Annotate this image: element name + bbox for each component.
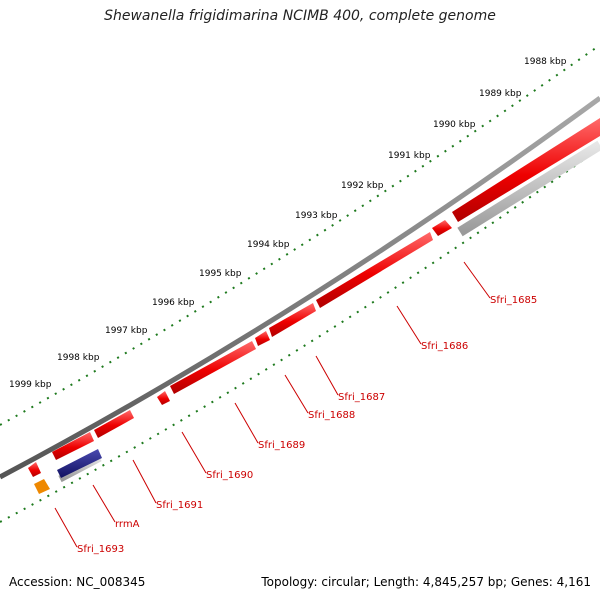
gene-leader-line-2 — [315, 355, 339, 396]
gene-label-0: Sfri_1685 — [490, 295, 537, 306]
rrna-feature — [57, 449, 102, 478]
gene-sfri-1689 — [255, 331, 270, 346]
gene-label-7: rrmA — [115, 519, 140, 530]
gene-sfri-1686 — [432, 220, 452, 236]
gene-leader-line-7 — [92, 484, 116, 523]
accession-text: Accession: NC_008345 — [9, 575, 146, 589]
scale-label-8: 1996 kbp — [152, 298, 195, 308]
scale-label-7: 1995 kbp — [199, 269, 242, 279]
gene-features — [28, 118, 600, 494]
gene-sfri-1691 — [157, 391, 170, 405]
scale-label-4: 1992 kbp — [341, 181, 384, 191]
gene-leader-line-0 — [463, 261, 491, 299]
gene-label-2: Sfri_1687 — [338, 392, 385, 403]
orange-feature — [34, 479, 50, 494]
gene-label-4: Sfri_1689 — [258, 440, 305, 451]
gene-rrma — [94, 410, 134, 438]
scale-label-0: 1988 kbp — [524, 57, 567, 67]
map-title: Shewanella frigidimarina NCIMB 400, comp… — [104, 8, 496, 24]
gene-leader-line-5 — [181, 431, 207, 474]
scale-label-2: 1990 kbp — [433, 120, 476, 130]
gene-leader-line-3 — [284, 374, 309, 414]
scale-label-6: 1994 kbp — [247, 240, 290, 250]
gene-leader-line-4 — [234, 402, 259, 444]
scale-label-5: 1993 kbp — [295, 211, 338, 221]
gene-label-6: Sfri_1691 — [156, 500, 203, 511]
gene-sfri-1690 — [170, 341, 256, 394]
gene-label-1: Sfri_1686 — [421, 341, 468, 352]
gene-sfri-1687 — [316, 232, 433, 308]
scale-label-9: 1997 kbp — [105, 326, 148, 336]
gc-skew-track — [457, 140, 600, 237]
gene-left-1 — [52, 432, 94, 460]
gene-leader-line-1 — [396, 305, 422, 345]
genome-backbone — [0, 95, 600, 480]
scale-label-3: 1991 kbp — [388, 151, 431, 161]
gene-label-3: Sfri_1688 — [308, 410, 355, 421]
gene-leader-line-6 — [132, 459, 157, 504]
gene-label-8: Sfri_1693 — [77, 544, 124, 555]
gene-sfri-1685 — [452, 118, 600, 222]
gene-label-5: Sfri_1690 — [206, 470, 253, 481]
genome-summary-text: Topology: circular; Length: 4,845,257 bp… — [261, 575, 591, 589]
gene-leader-line-8 — [54, 507, 78, 548]
scale-label-10: 1998 kbp — [57, 353, 100, 363]
scale-label-1: 1989 kbp — [479, 89, 522, 99]
gene-labels: Sfri_1685 Sfri_1686 Sfri_1687 Sfri_1688 Sfri… — [54, 261, 537, 555]
scale-labels: 1988 kbp 1989 kbp 1990 kbp 1991 kbp 1992 kbp… — [9, 57, 567, 390]
inner-scale-line — [0, 147, 600, 523]
gene-sfri-1688 — [269, 303, 316, 337]
scale-label-11: 1999 kbp — [9, 380, 52, 390]
gene-left-2 — [28, 462, 41, 477]
outer-scale-line — [0, 44, 600, 426]
